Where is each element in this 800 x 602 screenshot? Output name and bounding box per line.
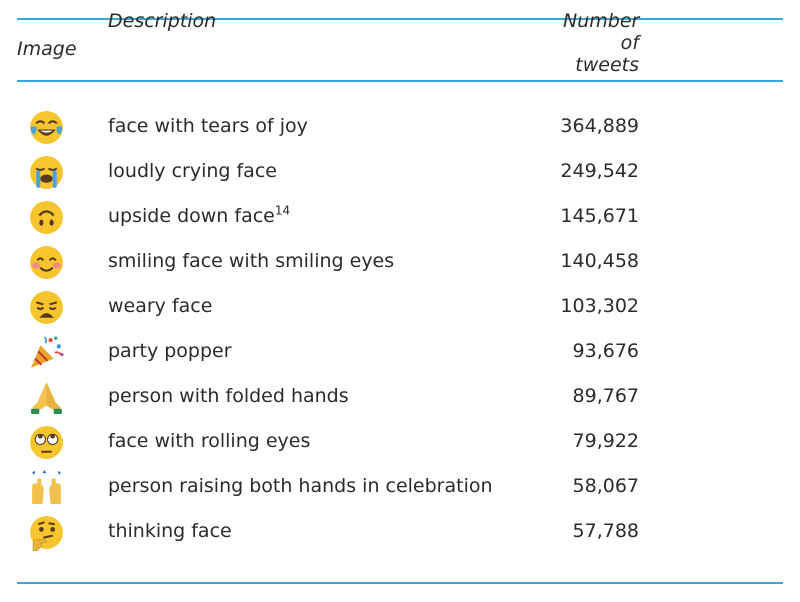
table-row: upside down face14 145,671 [0,195,800,240]
table-row: loudly crying face 249,542 [0,150,800,195]
thinking-face-icon [30,516,63,551]
footnote-marker: 14 [274,203,291,218]
table-row: thinking face 57,788 [0,510,800,555]
row-description: smiling face with smiling eyes [108,250,395,272]
table-row: weary face 103,302 [0,285,800,330]
bottom-rule [17,582,783,584]
person-raising-both-hands-icon [32,470,61,504]
loudly-crying-face-icon [30,156,63,189]
row-count: 249,542 [560,160,639,182]
row-description-text: upside down face [108,205,275,227]
row-description: party popper [108,340,232,362]
row-description: face with rolling eyes [108,430,311,452]
row-count: 145,671 [560,205,639,227]
table-row: person raising both hands in celebration… [0,465,800,510]
row-description: upside down face14 [108,205,290,227]
row-description: loudly crying face [108,160,277,182]
row-count: 79,922 [572,430,639,452]
row-description: person raising both hands in celebration [108,475,493,497]
header-image: Image [17,38,77,60]
table-row: party popper 93,676 [0,330,800,375]
header-rule [17,80,783,82]
header-number-of-tweets: Number of tweets [563,10,640,76]
row-count: 364,889 [560,115,639,137]
row-description: person with folded hands [108,385,349,407]
row-count: 93,676 [572,340,639,362]
row-count: 57,788 [572,520,639,542]
row-count: 89,767 [572,385,639,407]
row-description: face with tears of joy [108,115,308,137]
top-rule [17,18,783,20]
row-description: weary face [108,295,213,317]
table-row: person with folded hands 89,767 [0,375,800,420]
row-count: 103,302 [560,295,639,317]
table-row: face with tears of joy 364,889 [0,105,800,150]
face-with-tears-of-joy-icon [30,111,63,144]
row-count: 140,458 [560,250,639,272]
smiling-face-with-smiling-eyes-icon [30,246,63,279]
row-count: 58,067 [572,475,639,497]
table-row: face with rolling eyes 79,922 [0,420,800,465]
row-description: thinking face [108,520,232,542]
upside-down-face-icon [30,201,63,234]
table-row: smiling face with smiling eyes 140,458 [0,240,800,285]
weary-face-icon [30,291,63,324]
header-description: Description [108,10,217,32]
person-with-folded-hands-icon [31,382,62,414]
face-with-rolling-eyes-icon [30,426,63,459]
party-popper-icon [31,336,64,368]
row-description-text: loudly crying face [108,160,277,182]
